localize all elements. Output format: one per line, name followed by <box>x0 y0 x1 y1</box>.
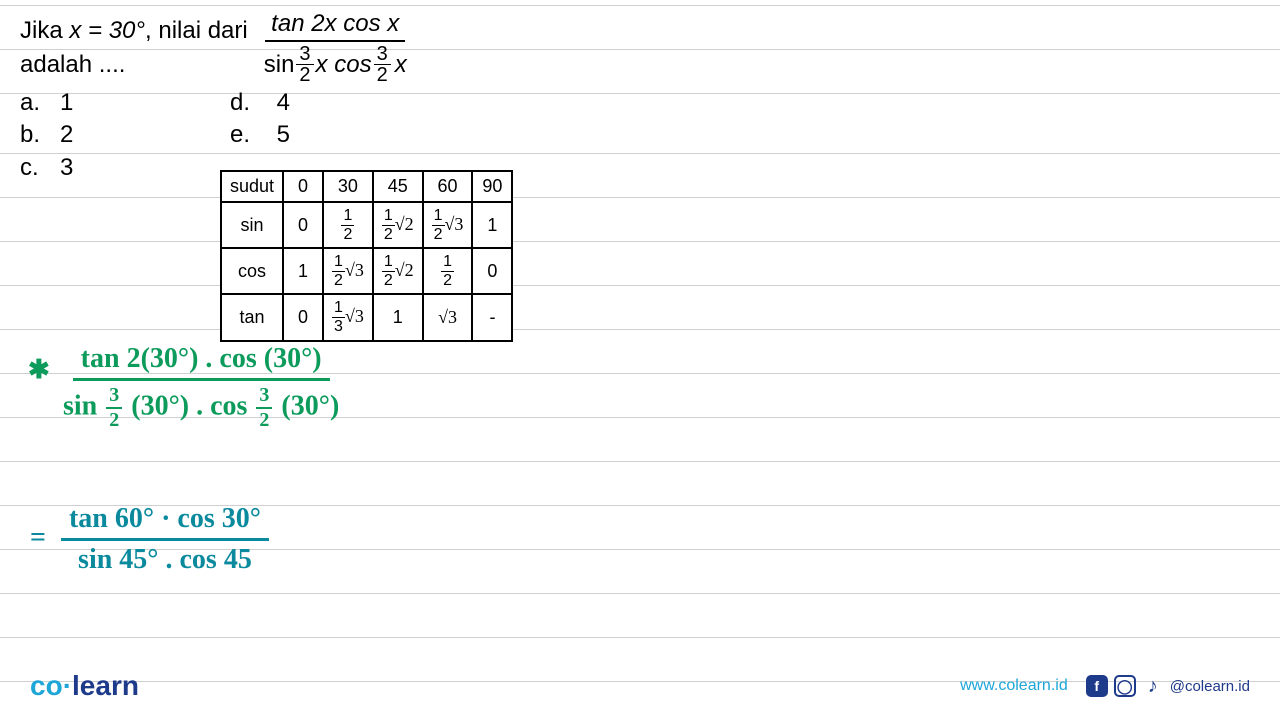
table-cell: 12√2 <box>373 248 423 294</box>
option-b: b.2 <box>20 119 230 151</box>
option-e: e. 5 <box>230 119 290 151</box>
table-cell: 1 <box>373 294 423 340</box>
main-expression: tan 2x cos x sin 32 x cos 32 x <box>258 10 413 85</box>
footer-right: www.colearn.id f ◯ ♪ @colearn.id <box>960 675 1250 697</box>
table-cell: 13√3 <box>323 294 373 340</box>
expr-numerator: tan 2x cos x <box>265 10 405 42</box>
table-cell: 1 <box>472 202 512 248</box>
option-d: d. 4 <box>230 87 290 119</box>
instagram-icon[interactable]: ◯ <box>1114 675 1136 697</box>
trig-table: sudut030456090sin01212√212√31cos112√312√… <box>220 170 513 342</box>
hw-step2: = tan 60° · cos 30° sin 45° . cos 45 <box>30 500 269 579</box>
social-handle: @colearn.id <box>1170 678 1250 695</box>
den-mid: x cos <box>316 51 372 79</box>
suffix: , nilai dari <box>145 17 248 44</box>
brand-learn: learn <box>72 670 139 701</box>
options-col1: a.1 b.2 c.3 <box>20 87 230 184</box>
brand-logo: co·learn <box>30 670 139 702</box>
hw-step1-num: tan 2(30°) . cos (30°) <box>73 340 330 381</box>
table-cell: 0 <box>283 294 323 340</box>
expr-denominator: sin 32 x cos 32 x <box>258 42 413 85</box>
hw-step2-frac: tan 60° · cos 30° sin 45° . cos 45 <box>61 500 269 579</box>
table-cell: 1 <box>283 248 323 294</box>
prefix: Jika <box>20 17 69 44</box>
option-c: c.3 <box>20 152 230 184</box>
table-cell: 12 <box>423 248 473 294</box>
options-col2: d. 4 e. 5 <box>230 87 290 184</box>
brand-co: co <box>30 670 63 701</box>
option-a: a.1 <box>20 87 230 119</box>
answer-options: a.1 b.2 c.3 d. 4 e. 5 <box>20 87 1260 184</box>
den-sin: sin <box>264 51 295 79</box>
table-row-label: cos <box>221 248 283 294</box>
table-cell: √3 <box>423 294 473 340</box>
table-cell: 0 <box>283 202 323 248</box>
social-links: f ◯ ♪ @colearn.id <box>1086 675 1250 697</box>
den-frac2: 32 <box>374 44 391 85</box>
hw-eq: = <box>30 522 46 553</box>
table-row-label: tan <box>221 294 283 340</box>
website-link[interactable]: www.colearn.id <box>960 677 1068 695</box>
hw-step2-den: sin 45° . cos 45 <box>70 541 260 579</box>
hw-step1-den: sin 32 (30°) . cos 32 (30°) <box>55 381 347 435</box>
table-cell: 12√3 <box>323 248 373 294</box>
tiktok-icon[interactable]: ♪ <box>1142 675 1164 697</box>
brand-dot: · <box>63 670 72 701</box>
hw-step2-num: tan 60° · cos 30° <box>61 500 269 541</box>
problem-left: Jika x = 30°, nilai dari adalah .... <box>20 14 248 81</box>
table-cell: - <box>472 294 512 340</box>
hw-step1-frac: tan 2(30°) . cos (30°) sin 32 (30°) . co… <box>55 340 347 435</box>
table-cell: 12√3 <box>423 202 473 248</box>
hw-small-frac2: 32 <box>256 384 272 432</box>
facebook-icon[interactable]: f <box>1086 675 1108 697</box>
given-equation: x = 30° <box>69 17 145 44</box>
problem-statement: Jika x = 30°, nilai dari adalah .... tan… <box>20 10 1260 85</box>
den-x: x <box>395 51 407 79</box>
den-frac1: 32 <box>296 44 313 85</box>
hw-small-frac1: 32 <box>106 384 122 432</box>
content-area: Jika x = 30°, nilai dari adalah .... tan… <box>0 0 1280 194</box>
table-cell: 0 <box>472 248 512 294</box>
footer: co·learn www.colearn.id f ◯ ♪ @colearn.i… <box>0 670 1280 702</box>
hw-step1: tan 2(30°) . cos (30°) sin 32 (30°) . co… <box>55 340 347 435</box>
problem-line2: adalah .... <box>20 48 248 82</box>
problem-line1: Jika x = 30°, nilai dari <box>20 14 248 48</box>
table-cell: 12√2 <box>373 202 423 248</box>
table-row-label: sin <box>221 202 283 248</box>
hw-asterisk: ✱ <box>28 355 50 385</box>
table-cell: 12 <box>323 202 373 248</box>
